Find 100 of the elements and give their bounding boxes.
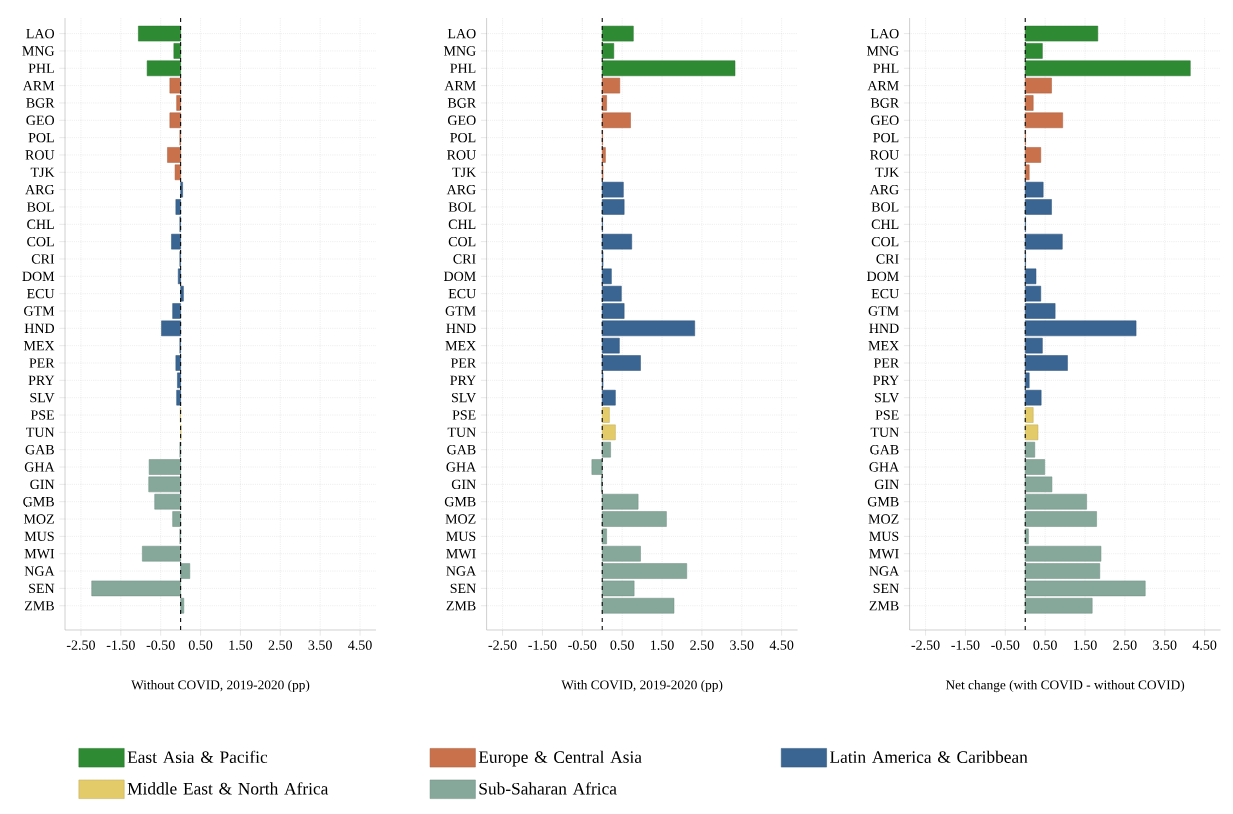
x-tick-label: 4.50 (348, 640, 372, 650)
y-tick-label: MUS (869, 531, 899, 542)
y-tick-label: BGR (26, 98, 55, 108)
y-tick-label: GMB (444, 497, 476, 507)
y-tick-label: BOL (448, 202, 476, 212)
y-tick-label: DOM (22, 271, 55, 282)
y-tick-label: SLV (30, 392, 55, 403)
x-tick-label: 3.50 (730, 640, 754, 650)
y-tick-label: PRY (28, 375, 55, 385)
y-tick-label: TUN (26, 427, 55, 438)
y-tick-label: DOM (443, 271, 476, 282)
y-tick-label: GHA (446, 462, 477, 472)
y-tick-label: ZMB (24, 601, 54, 611)
y-tick-label: TJK (30, 167, 55, 177)
y-tick-label: MNG (22, 46, 55, 56)
y-tick-label: DOM (866, 271, 899, 282)
y-tick-label: PSE (30, 410, 54, 420)
y-tick-label: GIN (874, 479, 899, 490)
x-tick-label: 0.50 (610, 640, 634, 650)
y-tick-label: NGA (446, 566, 477, 576)
y-tick-label: COL (448, 236, 476, 247)
y-tick-label: SEN (873, 583, 899, 594)
y-tick-label: GIN (451, 479, 476, 490)
y-tick-label: ARG (869, 184, 899, 195)
y-tick-label: SEN (29, 583, 55, 594)
y-tick-label: ROU (870, 150, 899, 160)
x-tick-label: 0.50 (1033, 640, 1057, 650)
y-tick-label: PHL (873, 63, 899, 73)
x-tick-label: -1.50 (528, 640, 557, 650)
y-tick-label: MNG (443, 46, 476, 56)
y-tick-label: CHL (27, 219, 54, 230)
y-tick-label: GHA (869, 462, 900, 472)
legend-label: Latin America & Caribbean (830, 750, 1028, 763)
y-tick-label: GTM (24, 306, 55, 316)
y-tick-label: TJK (875, 167, 900, 177)
x-tick-label: -0.50 (991, 640, 1020, 650)
y-tick-label: SLV (451, 392, 477, 403)
y-tick-label: ECU (27, 288, 55, 299)
x-axis-title: With COVID, 2019-2020 (pp) (561, 679, 723, 693)
y-tick-label: MEX (445, 341, 476, 351)
y-tick-label: PER (873, 358, 900, 368)
y-tick-label: CHL (448, 219, 476, 230)
y-tick-label: CRI (876, 254, 899, 264)
y-tick-label: PSE (875, 410, 899, 420)
y-tick-label: GHA (24, 462, 55, 472)
y-tick-label: TJK (452, 167, 477, 177)
y-tick-label: CHL (871, 219, 899, 230)
x-tick-label: 2.50 (1113, 640, 1137, 650)
x-tick-label: 1.50 (229, 640, 253, 650)
x-tick-label: 1.50 (1074, 640, 1097, 650)
y-tick-label: GAB (447, 444, 476, 455)
y-tick-label: POL (28, 132, 54, 143)
x-tick-label: 0.50 (188, 640, 213, 650)
x-tick-label: -2.50 (66, 640, 95, 650)
y-tick-label: GMB (867, 497, 899, 507)
x-tick-label: 4.50 (1192, 640, 1217, 650)
y-tick-label: ROU (447, 150, 476, 160)
y-tick-label: PHL (28, 63, 54, 73)
y-tick-label: LAO (447, 28, 476, 39)
y-tick-label: GEO (448, 115, 476, 125)
x-axis-title: Net change (with COVID - without COVID) (945, 679, 1185, 693)
y-tick-label: PER (29, 358, 55, 368)
x-tick-label: -0.50 (146, 640, 175, 650)
x-tick-label: -1.50 (951, 640, 980, 650)
legend-label: Middle East & North Africa (127, 782, 329, 795)
y-tick-label: ARM (867, 81, 899, 91)
x-tick-label: 2.50 (690, 640, 714, 650)
y-tick-label: PER (450, 358, 477, 368)
y-tick-label: ARM (444, 81, 476, 91)
y-tick-label: BGR (870, 98, 900, 108)
y-tick-label: ROU (25, 150, 55, 160)
legend-label: Europe & Central Asia (478, 750, 642, 767)
x-tick-label: -1.50 (106, 640, 135, 650)
y-tick-label: POL (450, 132, 476, 143)
x-tick-label: 2.50 (268, 640, 293, 650)
y-tick-label: CRI (453, 254, 476, 264)
y-tick-label: GMB (23, 497, 54, 507)
legend-label: East Asia & Pacific (127, 750, 268, 764)
y-tick-label: PRY (450, 375, 476, 385)
y-tick-label: MOZ (23, 514, 54, 524)
y-tick-label: BGR (447, 98, 477, 108)
y-tick-label: TUN (870, 427, 899, 438)
y-tick-label: HND (446, 323, 476, 333)
y-tick-label: ZMB (869, 601, 899, 611)
y-tick-label: ARG (25, 184, 55, 195)
y-tick-label: ARM (22, 81, 55, 91)
x-tick-label: -0.50 (568, 640, 597, 650)
y-tick-label: MNG (866, 46, 899, 56)
y-tick-label: ARG (446, 184, 476, 195)
y-tick-label: MUS (24, 531, 54, 542)
y-tick-label: HND (24, 323, 55, 333)
y-tick-label: GEO (26, 115, 55, 125)
y-tick-label: PSE (452, 410, 476, 420)
y-tick-label: COL (871, 236, 899, 247)
y-tick-label: GAB (870, 444, 899, 455)
y-tick-label: MWI (24, 549, 55, 559)
y-tick-label: MWI (446, 549, 476, 559)
x-axis-title: Without COVID, 2019-2020 (pp) (131, 679, 310, 693)
x-tick-label: 4.50 (769, 640, 794, 650)
y-tick-label: ZMB (446, 601, 476, 611)
